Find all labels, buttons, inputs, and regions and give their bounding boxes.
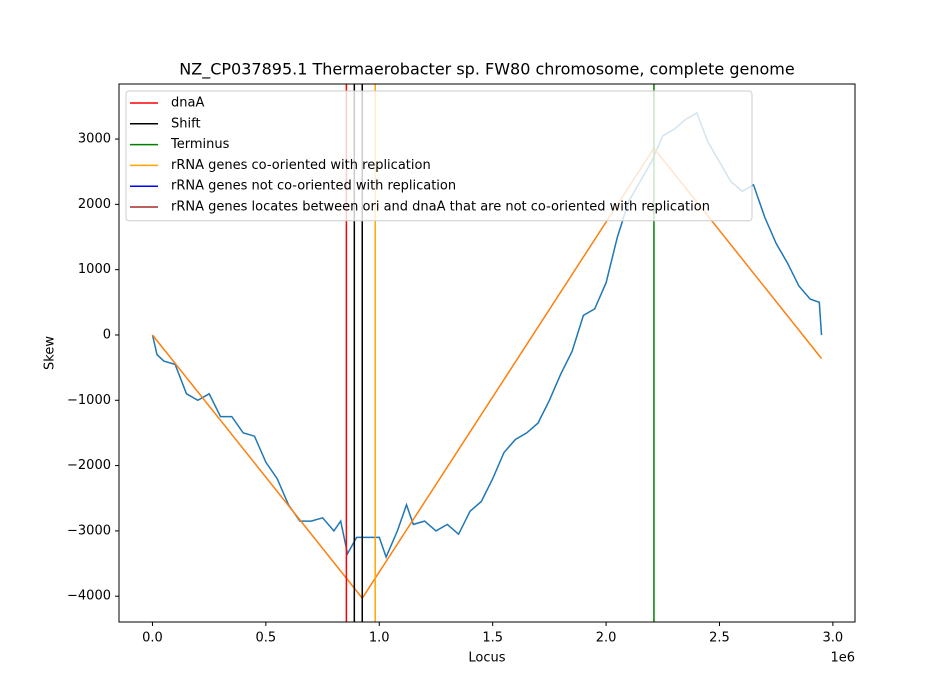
y-tick-label: 2000 xyxy=(78,197,111,212)
y-axis-label: Skew xyxy=(43,336,58,370)
x-tick-label: 0.5 xyxy=(256,631,277,646)
legend-label: rRNA genes not co-oriented with replicat… xyxy=(171,179,456,194)
x-tick-label: 3.0 xyxy=(823,631,844,646)
chart-title: NZ_CP037895.1 Thermaerobacter sp. FW80 c… xyxy=(179,60,794,80)
y-tick-label: 3000 xyxy=(78,132,111,147)
x-tick-label: 1.5 xyxy=(482,631,503,646)
y-tick-label: 0 xyxy=(103,327,111,342)
legend-box xyxy=(125,90,753,222)
plot-frame xyxy=(118,83,856,623)
x-tick-label: 0.0 xyxy=(142,631,163,646)
x-tick-label: 1.0 xyxy=(369,631,390,646)
legend-label: dnaA xyxy=(171,96,204,111)
legend-label: rRNA genes co-oriented with replication xyxy=(171,158,431,173)
y-tick-label: −1000 xyxy=(67,393,111,408)
y-tick-label: −3000 xyxy=(67,523,111,538)
x-tick-label: 2.0 xyxy=(596,631,617,646)
x-tick-label: 2.5 xyxy=(709,631,730,646)
y-tick-label: −4000 xyxy=(67,589,111,604)
legend-label: Shift xyxy=(171,116,201,131)
y-tick-label: 1000 xyxy=(78,262,111,277)
legend-label: rRNA genes locates between ori and dnaA … xyxy=(171,200,710,215)
y-tick-label: −2000 xyxy=(67,458,111,473)
x-offset-label: 1e6 xyxy=(830,651,855,666)
x-axis-label: Locus xyxy=(468,651,505,666)
series-line xyxy=(151,146,823,600)
legend-label: Terminus xyxy=(170,137,230,152)
